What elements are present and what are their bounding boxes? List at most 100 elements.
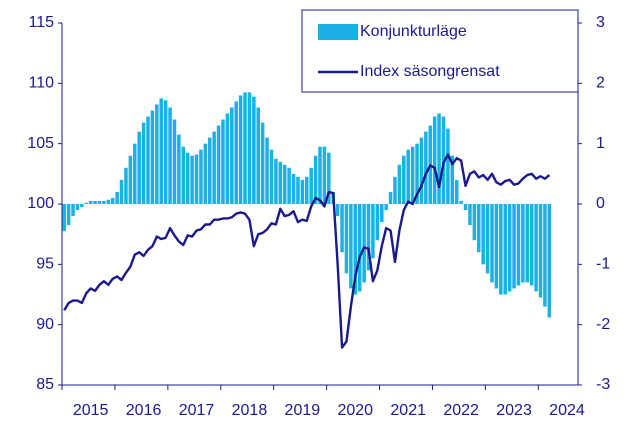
bar <box>216 125 221 204</box>
bar <box>353 204 358 295</box>
bar <box>543 204 547 307</box>
x-tick-label: 2018 <box>232 402 268 419</box>
bar <box>282 164 287 204</box>
bar <box>291 173 296 204</box>
y2-tick-label: -2 <box>596 316 610 333</box>
bar <box>247 92 252 204</box>
bar <box>472 204 477 241</box>
bar <box>150 110 155 204</box>
bar <box>481 204 485 265</box>
bar <box>190 155 194 204</box>
bar <box>62 204 66 232</box>
bar <box>93 200 97 204</box>
bar <box>362 204 366 283</box>
bar <box>207 137 212 204</box>
bar <box>450 155 455 204</box>
bar <box>203 143 208 204</box>
bar <box>313 155 318 204</box>
bar <box>124 167 128 204</box>
bar <box>75 204 80 211</box>
bar <box>406 149 410 204</box>
bar <box>234 101 238 204</box>
y-tick-label: 90 <box>36 316 54 333</box>
bar <box>393 176 397 204</box>
bar <box>397 164 402 204</box>
bar <box>265 137 269 204</box>
bar <box>274 158 278 204</box>
bar <box>305 176 309 204</box>
bar <box>212 131 216 204</box>
bar <box>463 204 468 211</box>
bar <box>137 131 141 204</box>
bar <box>168 107 172 204</box>
bar <box>477 204 481 253</box>
bar <box>503 204 507 295</box>
bar <box>335 204 340 217</box>
bar <box>379 204 384 223</box>
bar <box>485 204 490 274</box>
bar <box>97 200 102 204</box>
x-tick-label: 2019 <box>285 402 321 419</box>
y2-tick-label: -3 <box>596 376 610 393</box>
bar <box>102 200 106 204</box>
legend-swatch <box>318 24 358 40</box>
bar <box>547 204 552 318</box>
bar <box>256 107 261 204</box>
line <box>63 153 551 349</box>
bar <box>388 191 393 204</box>
bar <box>309 167 313 204</box>
bar <box>410 146 415 204</box>
bar <box>499 204 503 295</box>
bar <box>115 191 119 204</box>
bar <box>194 154 199 204</box>
x-tick-label: 2021 <box>390 402 426 419</box>
bar <box>525 204 530 283</box>
bar <box>375 204 380 241</box>
bar <box>384 204 388 211</box>
bar <box>402 155 406 204</box>
bar <box>516 204 521 286</box>
bar <box>177 134 181 204</box>
bar <box>66 204 71 226</box>
bar <box>199 149 203 204</box>
y2-tick-label: -1 <box>596 256 610 273</box>
bar <box>221 119 225 204</box>
bar <box>322 146 327 204</box>
bar <box>349 204 353 289</box>
bar <box>110 197 115 204</box>
bar <box>494 204 499 289</box>
bar <box>128 155 133 204</box>
bar <box>366 204 371 271</box>
y-tick-label: 115 <box>28 14 54 31</box>
y2-tick-label: 2 <box>596 75 605 92</box>
bar <box>300 179 305 204</box>
x-tick-label: 2017 <box>179 402 215 419</box>
x-tick-label: 2016 <box>126 402 162 419</box>
x-tick-label: 2023 <box>496 402 532 419</box>
legend-label: Index säsongrensat <box>360 63 500 80</box>
bar <box>454 179 459 204</box>
bar <box>287 167 291 204</box>
bar <box>133 143 137 204</box>
bar <box>119 179 124 204</box>
bar <box>159 98 163 204</box>
bar <box>71 204 75 217</box>
bar <box>432 116 437 204</box>
bar <box>327 152 331 204</box>
bar <box>243 92 247 204</box>
y-tick-label: 100 <box>27 195 54 212</box>
bar <box>521 204 525 283</box>
bar <box>172 119 177 204</box>
x-tick-label: 2015 <box>73 402 109 419</box>
bar <box>446 128 450 204</box>
bar <box>415 143 419 204</box>
bar <box>529 204 534 286</box>
x-tick-label: 2024 <box>549 402 585 419</box>
x-tick-label: 2022 <box>443 402 479 419</box>
bar <box>269 149 274 204</box>
bar <box>490 204 494 283</box>
bar <box>181 146 186 204</box>
y2-tick-label: 1 <box>596 135 605 152</box>
